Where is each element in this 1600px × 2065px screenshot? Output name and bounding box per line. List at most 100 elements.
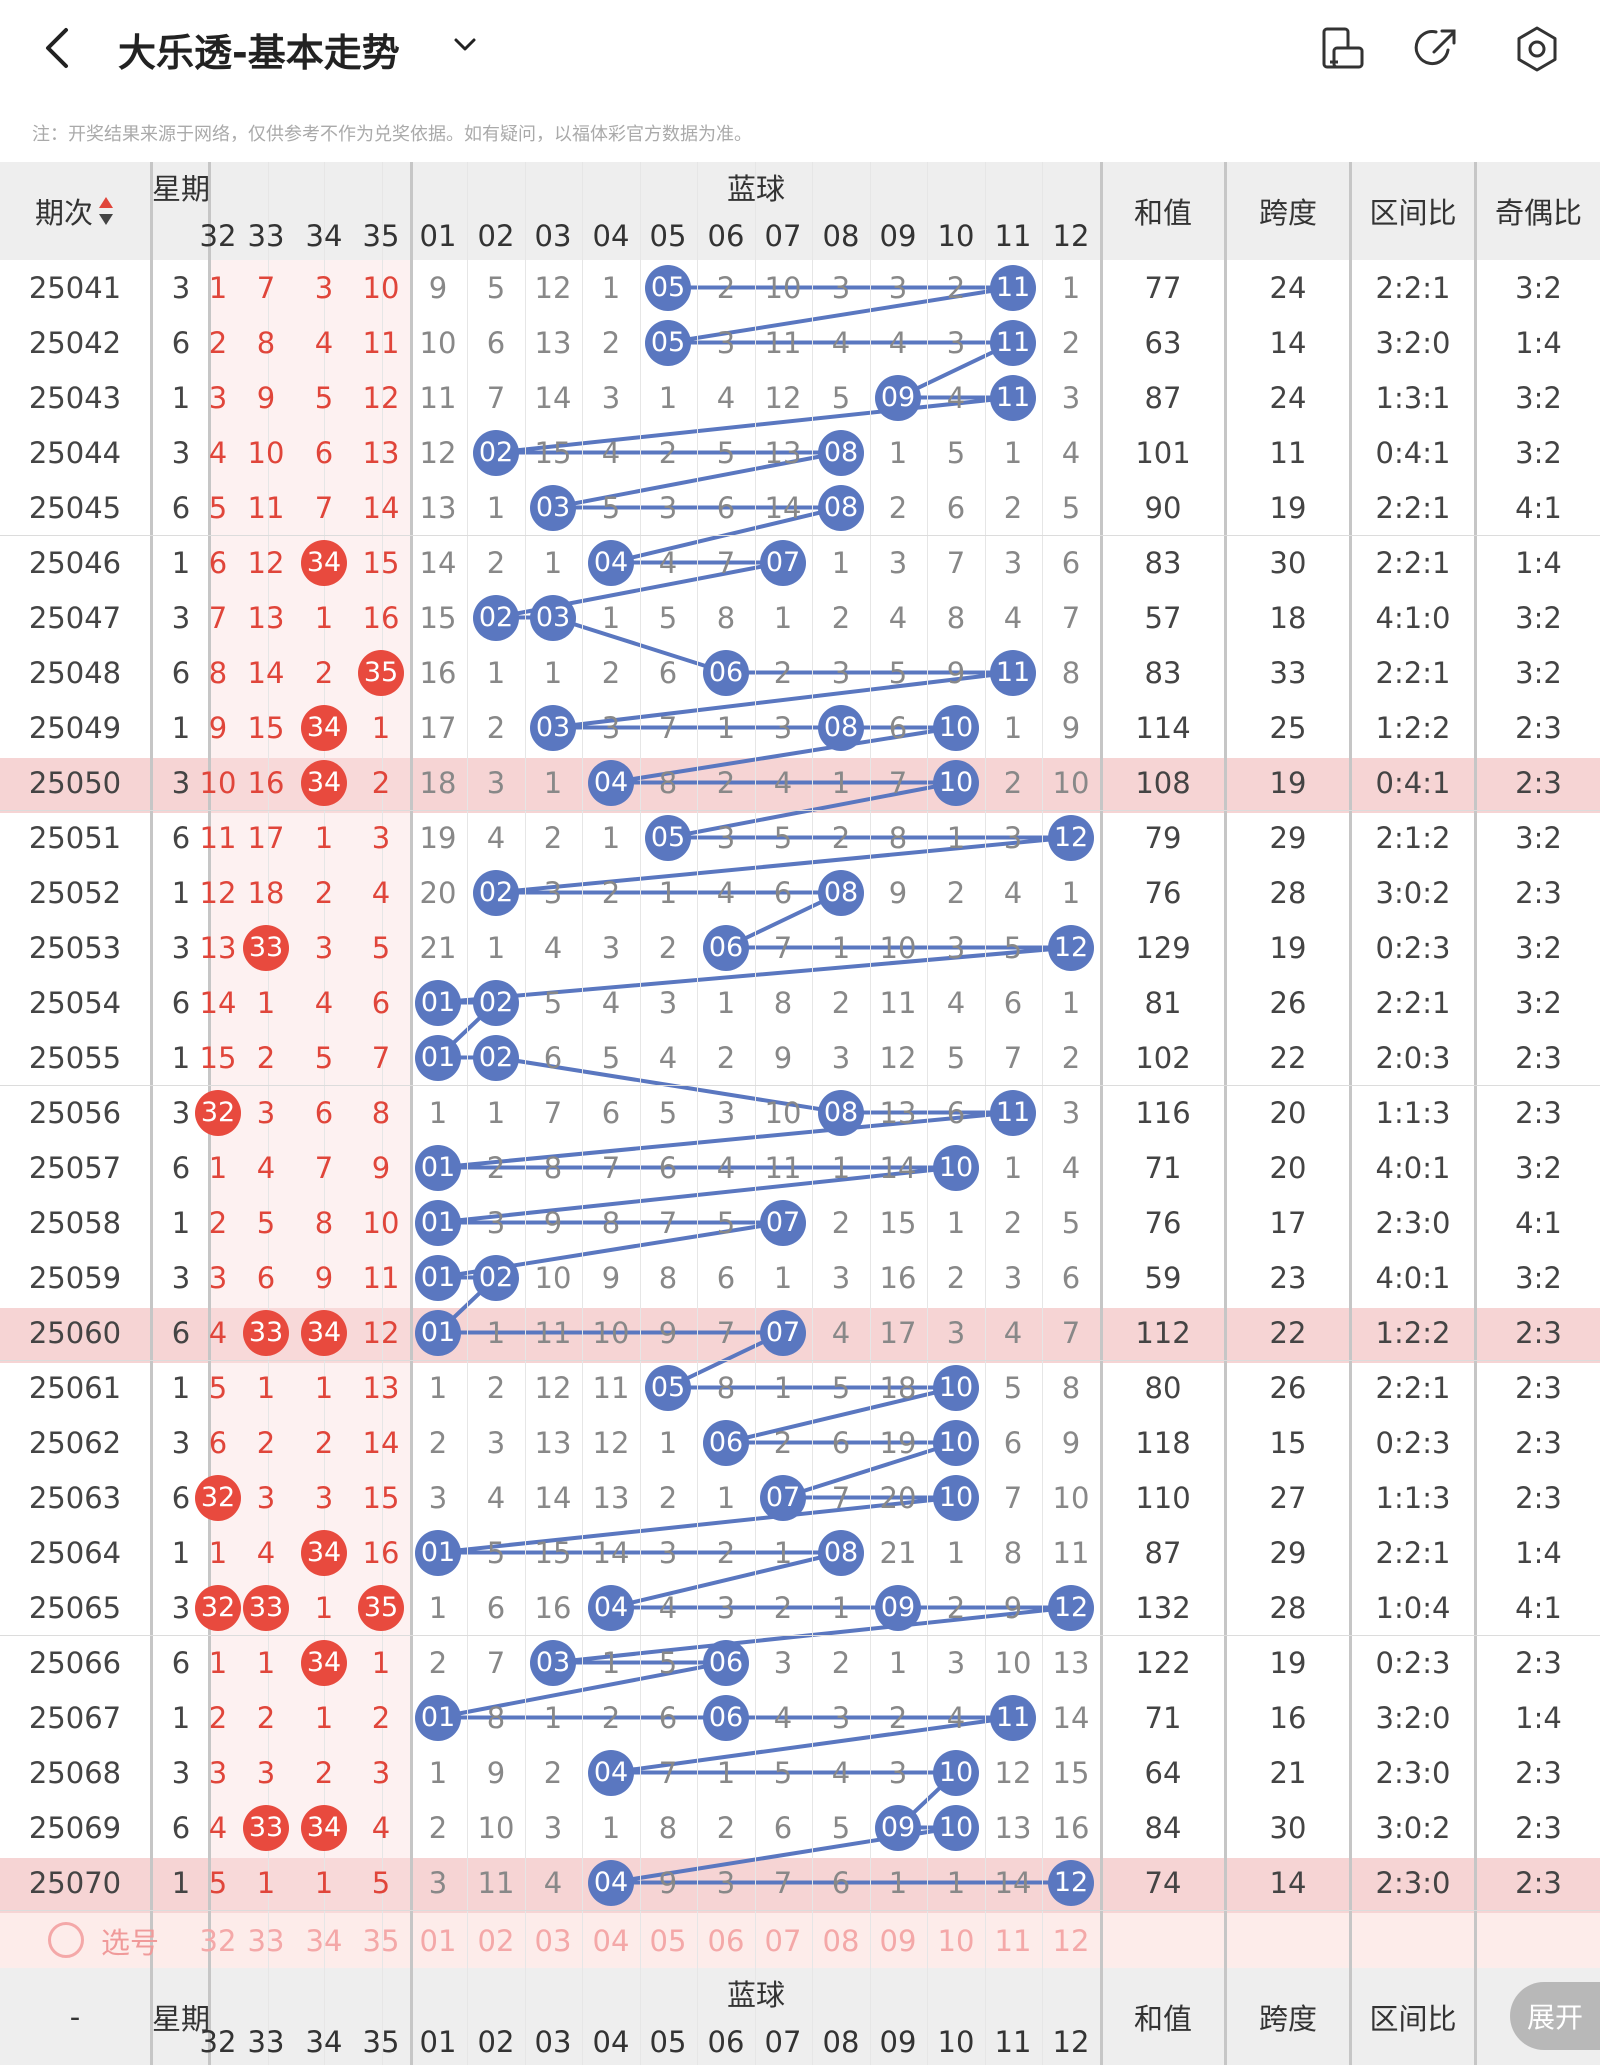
stat-cell: 101 bbox=[1135, 435, 1191, 470]
blue-ball: 01 bbox=[415, 1144, 461, 1191]
share-icon[interactable] bbox=[1412, 24, 1462, 74]
week-cell: 3 bbox=[171, 1425, 191, 1460]
blue-col-header: 03 bbox=[534, 219, 572, 253]
blue-miss-cell: 1 bbox=[486, 1315, 506, 1350]
blue-miss-cell: 13 bbox=[764, 435, 802, 470]
front-miss-cell: 2 bbox=[314, 655, 334, 690]
blue-miss-cell: 1 bbox=[831, 1150, 851, 1185]
front-miss-cell: 3 bbox=[256, 1480, 276, 1515]
stat-cell: 17 bbox=[1269, 1205, 1307, 1240]
select-blue-num[interactable]: 12 bbox=[1052, 1923, 1090, 1958]
stat-cell: 2:2:1 bbox=[1375, 1535, 1451, 1570]
front-miss-cell: 5 bbox=[208, 1370, 228, 1405]
front-miss-cell: 3 bbox=[256, 1755, 276, 1790]
red-ball: 32 bbox=[195, 1584, 241, 1631]
select-blue-num[interactable]: 09 bbox=[879, 1923, 917, 1958]
blue-miss-cell: 5 bbox=[773, 1755, 793, 1790]
blue-ball: 10 bbox=[933, 1749, 979, 1796]
blue-miss-cell: 5 bbox=[716, 1205, 736, 1240]
week-cell: 3 bbox=[171, 1590, 191, 1625]
week-cell: 3 bbox=[171, 1260, 191, 1295]
blue-miss-cell: 4 bbox=[716, 875, 736, 910]
blue-miss-cell: 13 bbox=[994, 1810, 1032, 1845]
blue-miss-cell: 7 bbox=[946, 545, 966, 580]
blue-miss-cell: 9 bbox=[658, 1865, 678, 1900]
front-miss-cell: 8 bbox=[208, 655, 228, 690]
front-miss-cell: 16 bbox=[247, 765, 285, 800]
select-front-num[interactable]: 34 bbox=[305, 1923, 343, 1958]
blue-miss-cell: 6 bbox=[1061, 545, 1081, 580]
front-col-header: 34 bbox=[305, 219, 343, 253]
page-title[interactable]: 大乐透-基本走势 bbox=[118, 31, 400, 75]
blue-group-header: 蓝球 bbox=[726, 172, 785, 206]
blue-miss-cell: 13 bbox=[1052, 1645, 1090, 1680]
select-blue-num[interactable]: 07 bbox=[764, 1923, 802, 1958]
blue-miss-cell: 6 bbox=[716, 1260, 736, 1295]
front-miss-cell: 1 bbox=[256, 1370, 276, 1405]
blue-col-header: 08 bbox=[822, 219, 860, 253]
select-front-num[interactable]: 35 bbox=[362, 1923, 400, 1958]
expand-button[interactable]: 展开 bbox=[1510, 1982, 1600, 2050]
select-front-num[interactable]: 33 bbox=[247, 1923, 285, 1958]
stat-cell: 3:2 bbox=[1515, 1260, 1562, 1295]
blue-miss-cell: 2 bbox=[716, 765, 736, 800]
select-blue-num[interactable]: 10 bbox=[937, 1923, 975, 1958]
select-blue-num[interactable]: 11 bbox=[994, 1923, 1032, 1958]
blue-miss-cell: 12 bbox=[994, 1755, 1032, 1790]
stat-cell: 2:2:1 bbox=[1375, 655, 1451, 690]
select-blue-num[interactable]: 01 bbox=[419, 1923, 457, 1958]
blue-ball: 11 bbox=[990, 264, 1036, 311]
select-radio[interactable] bbox=[48, 1922, 84, 1958]
grid-line bbox=[582, 162, 583, 2065]
front-col-header: 35 bbox=[362, 2024, 400, 2059]
stat-cell: 30 bbox=[1269, 1810, 1307, 1845]
table-header-bottom bbox=[0, 1968, 1600, 2065]
back-icon[interactable] bbox=[28, 18, 88, 78]
front-miss-cell: 2 bbox=[208, 1700, 228, 1735]
blue-miss-cell: 7 bbox=[486, 380, 506, 415]
blue-miss-cell: 12 bbox=[879, 1040, 917, 1075]
select-blue-num[interactable]: 06 bbox=[707, 1923, 745, 1958]
stat-cell: 2:3:0 bbox=[1375, 1205, 1451, 1240]
blue-miss-cell: 2 bbox=[831, 985, 851, 1020]
blue-miss-cell: 12 bbox=[419, 435, 457, 470]
select-blue-num[interactable]: 04 bbox=[592, 1923, 630, 1958]
select-blue-num[interactable]: 08 bbox=[822, 1923, 860, 1958]
period-header[interactable]: 期次 bbox=[0, 162, 150, 260]
select-blue-num[interactable]: 05 bbox=[649, 1923, 687, 1958]
blue-ball: 04 bbox=[588, 539, 634, 586]
select-label[interactable]: 选号 bbox=[100, 1925, 159, 1960]
period-cell: 25045 bbox=[28, 490, 122, 525]
stat-cell: 1:4 bbox=[1515, 325, 1562, 360]
blue-miss-cell: 8 bbox=[658, 1260, 678, 1295]
blue-col-header: 06 bbox=[707, 2024, 745, 2059]
chevron-down-icon[interactable] bbox=[450, 30, 480, 60]
blue-miss-cell: 1 bbox=[1003, 1150, 1023, 1185]
settings-icon[interactable] bbox=[1512, 24, 1562, 74]
week-cell: 3 bbox=[171, 930, 191, 965]
red-ball: 32 bbox=[195, 1474, 241, 1521]
blue-miss-cell: 3 bbox=[831, 1700, 851, 1735]
blue-miss-cell: 9 bbox=[601, 1260, 621, 1295]
select-blue-num[interactable]: 02 bbox=[477, 1923, 515, 1958]
front-col-header: 34 bbox=[305, 2024, 343, 2059]
screen-rotate-icon[interactable] bbox=[1318, 24, 1368, 74]
blue-miss-cell: 3 bbox=[428, 1480, 448, 1515]
select-front-num[interactable]: 32 bbox=[199, 1923, 237, 1958]
front-miss-cell: 1 bbox=[314, 1700, 334, 1735]
week-cell: 3 bbox=[171, 1755, 191, 1790]
period-cell: 25052 bbox=[28, 875, 122, 910]
blue-miss-cell: 6 bbox=[658, 1150, 678, 1185]
stat-cell: 2:2:1 bbox=[1375, 490, 1451, 525]
select-blue-num[interactable]: 03 bbox=[534, 1923, 572, 1958]
blue-miss-cell: 1 bbox=[946, 1205, 966, 1240]
blue-miss-cell: 2 bbox=[1003, 765, 1023, 800]
week-header: 星期 bbox=[152, 172, 211, 206]
stat-cell: 2:3 bbox=[1515, 1810, 1562, 1845]
blue-miss-cell: 7 bbox=[1061, 1315, 1081, 1350]
blue-miss-cell: 15 bbox=[534, 435, 572, 470]
stat-cell: 2:3 bbox=[1515, 1755, 1562, 1790]
blue-miss-cell: 4 bbox=[831, 1315, 851, 1350]
blue-miss-cell: 1 bbox=[831, 1590, 851, 1625]
front-miss-cell: 2 bbox=[256, 1040, 276, 1075]
